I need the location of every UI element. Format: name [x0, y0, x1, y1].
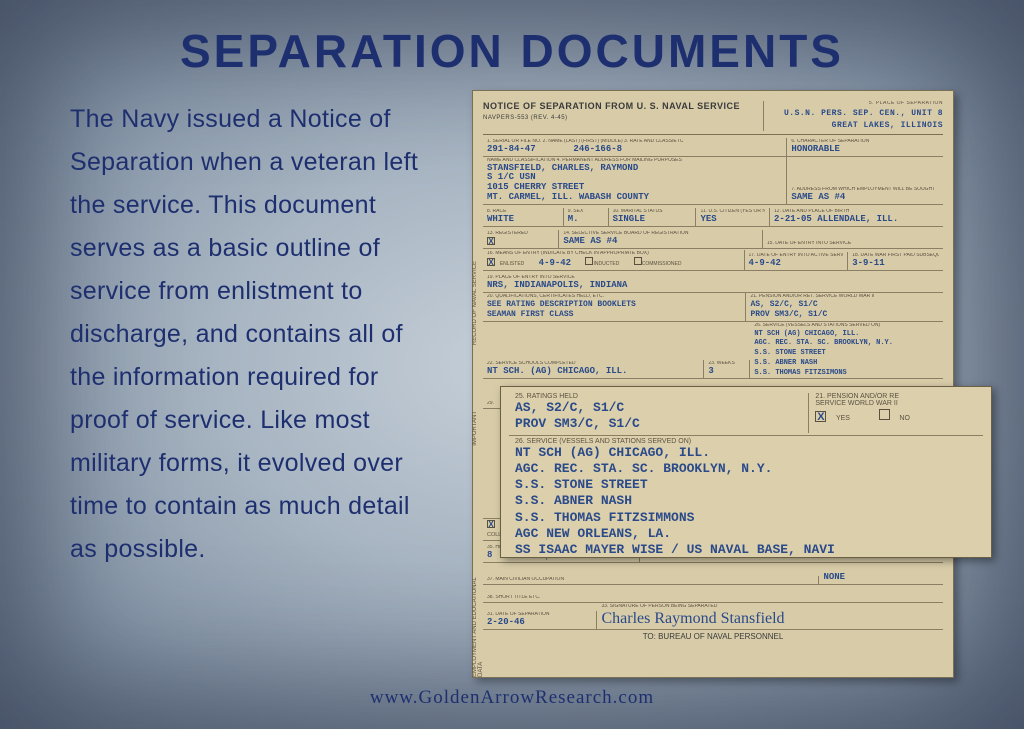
value-active-date: 4-9-42 — [749, 258, 781, 268]
label-place-sep: 5. PLACE OF SEPARATION — [770, 101, 943, 106]
value-school: NT SCH. (AG) CHICAGO, ILL. — [487, 366, 627, 376]
inset-ratings-1: AS, S2/C, S1/C — [515, 400, 802, 416]
form-footer: TO: BUREAU OF NAVAL PERSONNEL — [483, 632, 943, 641]
value-school-weeks: 3 — [708, 366, 713, 376]
value-addr1: 1015 CHERRY STREET — [487, 182, 584, 192]
inset-vessel-2: AGC. REC. STA. SC. BROOKLYN, N.Y. — [515, 461, 977, 477]
value-serial: 291-84-47 246-166-8 — [487, 144, 622, 154]
inset-pension-no: NO — [899, 415, 910, 422]
document-image-group: RECORD OF NAVAL SERVICE IMPORTANT EMPLOY… — [472, 90, 954, 678]
inset-ratings-2: PROV SM3/C, S1/C — [515, 416, 802, 432]
form-number: NAVPERS-553 (REV. 4-45) — [483, 115, 568, 121]
value-race: WHITE — [487, 214, 514, 224]
value-prior: 3-9-11 — [852, 258, 884, 268]
check-registered: X — [487, 237, 495, 245]
form-title: NOTICE OF SEPARATION FROM U. S. NAVAL SE… — [483, 101, 740, 111]
page-title: SEPARATION DOCUMENTS — [0, 24, 1024, 78]
form-header: NOTICE OF SEPARATION FROM U. S. NAVAL SE… — [483, 99, 943, 135]
separation-form: RECORD OF NAVAL SERVICE IMPORTANT EMPLOY… — [472, 90, 954, 678]
value-citizen: YES — [700, 214, 716, 224]
check-enlisted: X — [487, 258, 495, 266]
value-addr2: MT. CARMEL, ILL. WABASH COUNTY — [487, 192, 649, 202]
description-paragraph: The Navy issued a Notice of Separation w… — [70, 98, 440, 571]
check-commissioned — [634, 257, 642, 265]
value-rate: S 1/C USN — [487, 172, 536, 182]
value-entry-date: 4-9-42 — [539, 258, 571, 268]
inset-vessel-1: NT SCH (AG) CHICAGO, ILL. — [515, 445, 977, 461]
inset-vessel-6: AGC NEW ORLEANS, LA. — [515, 526, 977, 542]
inset-vessel-5: S.S. THOMAS FITZSIMMONS — [515, 510, 977, 526]
value-future-addr: SAME AS #4 — [791, 192, 845, 202]
value-character: HONORABLE — [791, 144, 840, 154]
value-birth: 2-21-05 ALLENDALE, ILL. — [774, 214, 898, 224]
check-nsli: X — [487, 520, 495, 528]
value-sex: M. — [568, 214, 579, 224]
inset-vessel-7: SS ISAAC MAYER WISE / US NAVAL BASE, NAV… — [515, 542, 977, 558]
inset-vessel-3: S.S. STONE STREET — [515, 477, 977, 493]
side-label-important: IMPORTANT — [472, 411, 478, 446]
value-sep-date: 2-20-46 — [487, 617, 525, 627]
value-place-sep: U.S.N. PERS. SEP. CEN., UNIT 8 GREAT LAK… — [784, 109, 943, 130]
value-marital: SINGLE — [613, 214, 645, 224]
side-label-employment: EMPLOYMENT AND EDUCATIONAL DATA — [472, 561, 484, 677]
value-vessels-mini: NT SCH (AG) CHICAGO, ILL. AGC. REC. STA.… — [754, 330, 893, 377]
edu-1: 8 — [487, 550, 492, 560]
inset-label-pension: 21. PENSION AND/OR RE SERVICE WORLD WAR … — [815, 393, 977, 407]
inset-vessel-4: S.S. ABNER NASH — [515, 493, 977, 509]
value-qual: SEE RATING DESCRIPTION BOOKLETS SEAMAN F… — [487, 300, 636, 319]
inset-zoom-panel: 25. RATINGS HELD AS, S2/C, S1/C PROV SM3… — [500, 386, 992, 558]
inset-pension-yes: YES — [836, 415, 850, 422]
value-ratings-mini: AS, S2/C, S1/C PROV SM3/C, S1/C — [750, 300, 827, 319]
inset-label-ratings: 25. RATINGS HELD — [515, 393, 802, 400]
value-entry-place: NRS, INDIANAPOLIS, INDIANA — [487, 280, 627, 290]
footer-url: www.GoldenArrowResearch.com — [0, 687, 1024, 709]
value-occ: NONE — [823, 572, 845, 582]
side-label-record: RECORD OF NAVAL SERVICE — [472, 261, 478, 345]
inset-label-vessels: 26. SERVICE (VESSELS AND STATIONS SERVED… — [515, 438, 977, 445]
signature: Charles Raymond Stansfield — [601, 610, 784, 627]
value-selserv: SAME AS #4 — [563, 236, 617, 246]
value-name: STANSFIELD, CHARLES, RAYMOND — [487, 163, 638, 173]
